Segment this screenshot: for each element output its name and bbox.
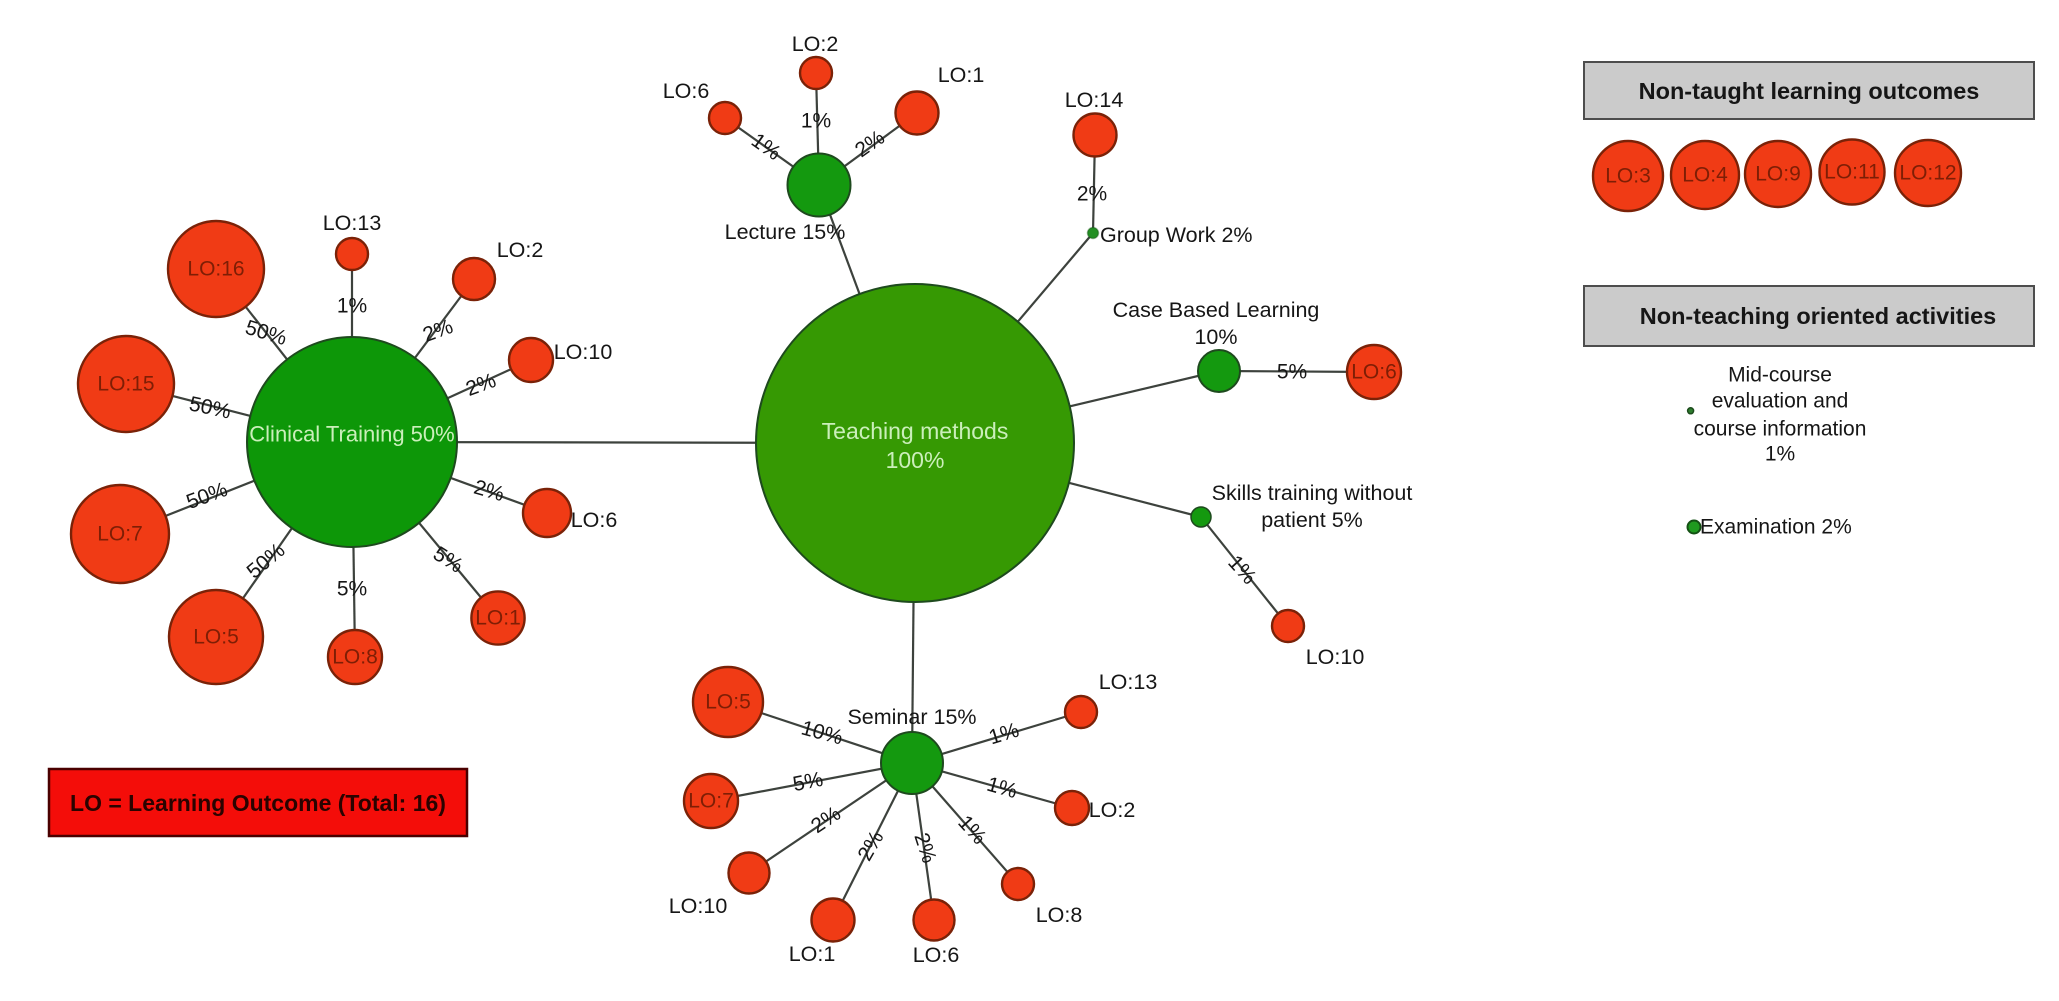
- svg-text:LO:4: LO:4: [1682, 164, 1728, 187]
- svg-text:LO:6: LO:6: [571, 508, 618, 532]
- svg-text:LO:7: LO:7: [97, 523, 143, 546]
- svg-text:LO:9: LO:9: [1755, 163, 1801, 186]
- svg-text:Examination 2%: Examination 2%: [1700, 516, 1852, 539]
- svg-text:Seminar 15%: Seminar 15%: [847, 705, 976, 729]
- svg-text:LO:1: LO:1: [789, 942, 836, 966]
- svg-text:LO:6: LO:6: [663, 79, 710, 103]
- svg-text:LO:11: LO:11: [1824, 161, 1880, 184]
- svg-text:LO:12: LO:12: [1899, 162, 1956, 185]
- svg-text:Group Work 2%: Group Work 2%: [1100, 223, 1253, 247]
- svg-text:LO:13: LO:13: [1099, 670, 1158, 694]
- svg-text:course information: course information: [1694, 418, 1867, 441]
- svg-text:LO:10: LO:10: [554, 340, 613, 364]
- svg-text:evaluation and: evaluation and: [1712, 390, 1849, 413]
- svg-text:LO:15: LO:15: [97, 373, 154, 396]
- svg-text:2%: 2%: [1077, 183, 1107, 206]
- svg-text:LO:14: LO:14: [1065, 88, 1124, 112]
- svg-text:LO:3: LO:3: [1605, 165, 1651, 188]
- svg-text:LO:1: LO:1: [938, 63, 985, 87]
- svg-text:Non-teaching oriented activiti: Non-teaching oriented activities: [1640, 303, 1996, 329]
- svg-text:LO:10: LO:10: [669, 894, 728, 918]
- svg-text:LO:6: LO:6: [913, 943, 960, 967]
- svg-text:LO:2: LO:2: [792, 32, 839, 56]
- svg-text:1%: 1%: [337, 295, 367, 318]
- svg-text:Mid-course: Mid-course: [1728, 364, 1832, 387]
- svg-text:LO = Learning Outcome (Total:: LO = Learning Outcome (Total: 16): [70, 790, 446, 816]
- svg-text:Non-taught learning outcomes: Non-taught learning outcomes: [1639, 78, 1980, 104]
- svg-text:LO:5: LO:5: [193, 626, 239, 649]
- svg-text:1%: 1%: [801, 110, 831, 133]
- svg-text:patient 5%: patient 5%: [1261, 508, 1363, 532]
- svg-text:LO:8: LO:8: [332, 646, 378, 669]
- svg-text:LO:2: LO:2: [1089, 798, 1136, 822]
- svg-text:LO:13: LO:13: [323, 211, 382, 235]
- svg-text:10%: 10%: [1194, 325, 1237, 349]
- svg-text:Skills training without: Skills training without: [1212, 481, 1413, 505]
- svg-text:LO:1: LO:1: [475, 607, 521, 630]
- svg-text:LO:6: LO:6: [1351, 361, 1397, 384]
- svg-text:LO:5: LO:5: [705, 691, 751, 714]
- svg-text:5%: 5%: [791, 768, 825, 796]
- svg-text:Case Based Learning: Case Based Learning: [1113, 298, 1320, 322]
- svg-text:5%: 5%: [337, 578, 367, 601]
- svg-text:LO:10: LO:10: [1306, 645, 1365, 669]
- svg-text:1%: 1%: [1765, 443, 1795, 466]
- svg-text:LO:7: LO:7: [688, 790, 734, 813]
- svg-text:Clinical Training 50%: Clinical Training 50%: [249, 422, 454, 447]
- svg-text:LO:16: LO:16: [187, 258, 244, 281]
- svg-text:LO:8: LO:8: [1036, 903, 1083, 927]
- svg-text:Lecture 15%: Lecture 15%: [725, 220, 846, 244]
- svg-text:LO:2: LO:2: [497, 238, 544, 262]
- svg-text:100%: 100%: [886, 447, 945, 473]
- svg-text:Teaching methods: Teaching methods: [822, 418, 1009, 444]
- svg-text:5%: 5%: [1277, 361, 1307, 384]
